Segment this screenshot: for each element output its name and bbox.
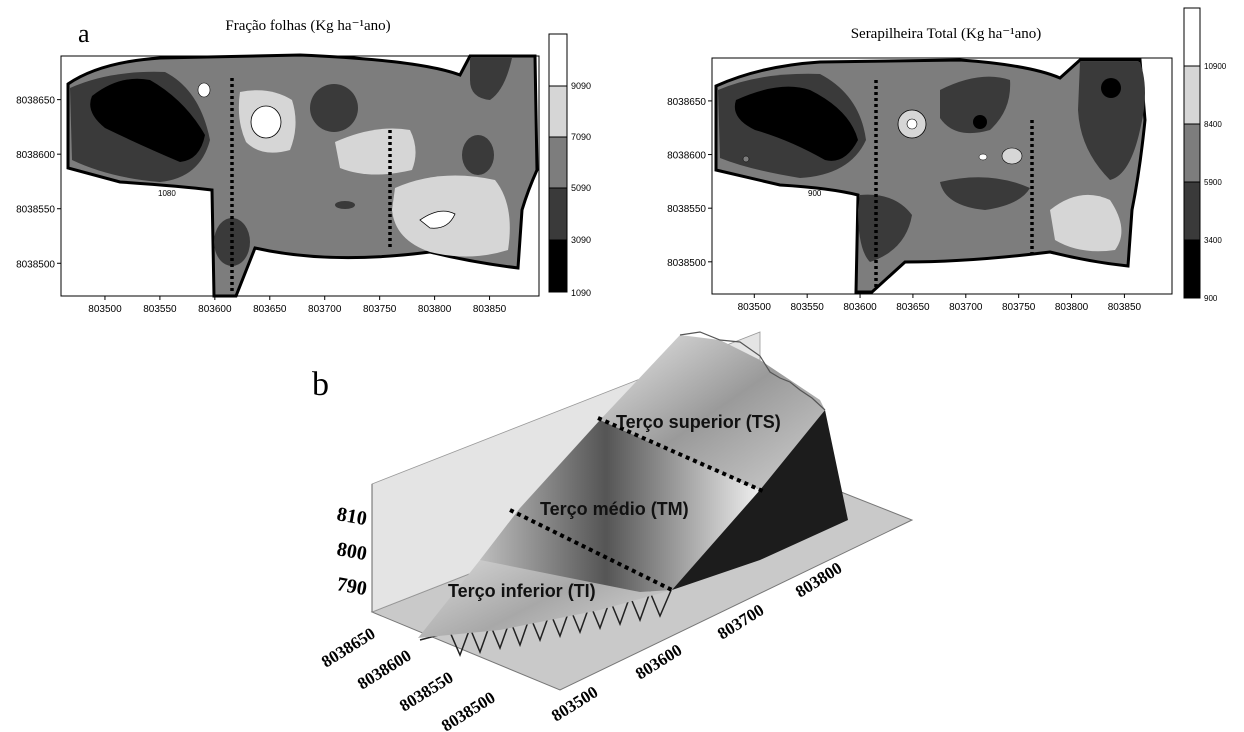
map1-white-blob-1 — [250, 105, 282, 139]
map2-surface: 900 — [714, 58, 1147, 294]
map2-dark-right — [1078, 62, 1145, 180]
map1-black-zone — [90, 78, 205, 162]
y-tick-label: 8038550 — [16, 205, 55, 216]
terrain-y-tick: 8038650 — [318, 624, 379, 672]
map1-legend-swatch-4 — [548, 187, 568, 241]
terrain-divider-upper — [597, 416, 766, 494]
panel-b-letter: b — [312, 366, 329, 403]
x-tick-label: 803750 — [1002, 302, 1036, 313]
map2-x-axis: 803500 803550 803600 803650 803700 803750 8038… — [738, 294, 1142, 313]
map1-legend-label: 9090 — [571, 81, 591, 91]
map1-surface: 1080 — [66, 53, 539, 298]
y-tick-label: 8038650 — [667, 97, 706, 108]
map1-dark-corner — [470, 58, 512, 100]
terrain-divider-lower — [509, 508, 673, 592]
map2-legend-label: 10900 — [1204, 62, 1227, 71]
y-tick-label: 8038500 — [16, 259, 55, 270]
map2-legend-label: 5900 — [1204, 178, 1222, 187]
y-tick-label: 8038600 — [16, 150, 55, 161]
map1-light-zone-2 — [335, 128, 416, 175]
map1-y-axis: 8038500 8038550 8038600 8038650 — [16, 96, 61, 270]
terrain-y-tick: 8038550 — [396, 668, 457, 716]
map1-legend-label: 7090 — [571, 132, 591, 142]
map1-legend-swatch-5 — [548, 239, 568, 293]
map2-small-dot — [742, 155, 750, 163]
panel-a-letter: a — [78, 19, 90, 48]
map2-legend-swatch-1 — [1183, 7, 1201, 67]
terrain-z-tick: 800 — [335, 538, 368, 565]
map2-legend-swatch-3 — [1183, 123, 1201, 183]
map1-legend-swatch-1 — [548, 33, 568, 87]
y-tick-label: 8038600 — [667, 151, 706, 162]
map-leaf-fraction: a Fração folhas (Kg ha⁻¹ano) 1080 803500… — [16, 18, 591, 315]
zone-label-upper: Terço superior (TS) — [616, 412, 781, 432]
map2-light-blob-2 — [1050, 194, 1122, 252]
x-tick-label: 803850 — [473, 304, 507, 315]
map2-black-dot-right — [1101, 78, 1121, 98]
x-tick-label: 803550 — [790, 302, 824, 313]
map1-dark-small — [335, 201, 355, 209]
map2-contour-label: 900 — [808, 189, 822, 198]
terrain-3d: b Terço superior (TS) Terço médio (TM) T… — [312, 331, 914, 732]
map2-legend-swatch-5 — [1183, 239, 1201, 299]
map2-black-zone — [734, 86, 858, 161]
terrain-y-tick: 8038600 — [354, 646, 415, 694]
zone-label-lower: Terço inferior (TI) — [448, 581, 596, 601]
x-tick-label: 803650 — [896, 302, 930, 313]
terrain-z-tick: 810 — [335, 503, 368, 530]
map2-legend-label: 8400 — [1204, 120, 1222, 129]
terrain-y-tick: 8038500 — [438, 688, 499, 732]
map1-white-blob-2 — [419, 210, 456, 229]
y-tick-label: 8038550 — [667, 204, 706, 215]
terrain-right-face — [672, 410, 848, 590]
map1-legend-label: 3090 — [571, 235, 591, 245]
map1-legend-swatch-2 — [548, 85, 568, 138]
map2-white-center — [906, 118, 918, 130]
map2-black-dot — [973, 115, 987, 129]
map2-dark-middle — [940, 177, 1030, 210]
x-tick-label: 803800 — [1055, 302, 1089, 313]
x-tick-label: 803700 — [949, 302, 983, 313]
terrain-surface-middle — [480, 420, 760, 592]
x-tick-label: 803600 — [198, 304, 232, 315]
map1-title: Fração folhas (Kg ha⁻¹ano) — [225, 18, 390, 34]
x-tick-label: 803850 — [1108, 302, 1142, 313]
x-tick-label: 803600 — [843, 302, 877, 313]
map2-title: Serapilheira Total (Kg ha⁻¹ano) — [851, 26, 1042, 42]
x-tick-label: 803800 — [418, 304, 452, 315]
x-tick-label: 803500 — [88, 304, 122, 315]
y-tick-label: 8038500 — [667, 258, 706, 269]
map2-legend-swatch-4 — [1183, 181, 1201, 241]
zone-label-middle: Terço médio (TM) — [540, 499, 689, 519]
map1-contour-label: 1080 — [158, 189, 176, 198]
map2-dark-bottom — [858, 194, 912, 262]
map1-dark-blob-right — [462, 135, 494, 175]
x-tick-label: 803650 — [253, 304, 287, 315]
map2-legend: 10900 8400 5900 3400 900 — [1183, 7, 1227, 303]
x-tick-label: 803750 — [363, 304, 397, 315]
terrain-top-ridge — [679, 331, 826, 411]
map1-legend-label: 1090 — [571, 288, 591, 298]
terrain-surface-top — [600, 335, 825, 490]
map1-x-axis: 803500 803550 803600 803650 803700 803750 8038… — [88, 296, 507, 315]
map2-light-blob-1 — [1001, 147, 1023, 165]
x-tick-label: 803550 — [143, 304, 177, 315]
map2-legend-label: 900 — [1204, 294, 1218, 303]
map-total-litter: Serapilheira Total (Kg ha⁻¹ano) 900 8035… — [667, 7, 1227, 313]
x-tick-label: 803500 — [738, 302, 772, 313]
x-tick-label: 803700 — [308, 304, 342, 315]
map2-y-axis: 8038500 8038550 8038600 8038650 — [667, 97, 712, 269]
map2-light-dot — [978, 153, 988, 161]
map2-legend-label: 3400 — [1204, 236, 1222, 245]
map1-legend: 9090 7090 5090 3090 1090 — [548, 33, 591, 298]
terrain-z-tick: 790 — [335, 573, 368, 600]
map1-white-dot — [197, 82, 211, 98]
map2-legend-swatch-2 — [1183, 65, 1201, 125]
y-tick-label: 8038650 — [16, 96, 55, 107]
map2-dark-blob-1 — [940, 76, 1011, 134]
map1-legend-swatch-3 — [548, 136, 568, 189]
map1-legend-label: 5090 — [571, 183, 591, 193]
map1-dark-blob — [310, 84, 358, 132]
